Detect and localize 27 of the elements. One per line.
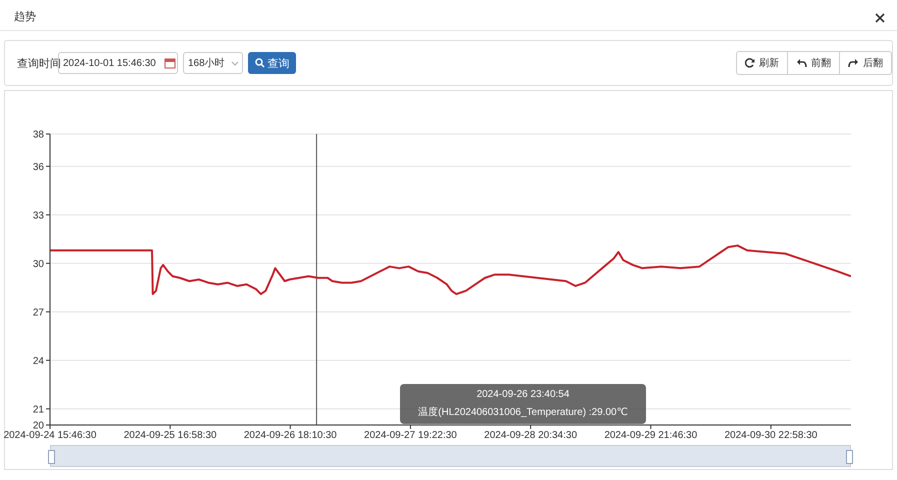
x-tick-label: 2024-09-30 22:58:30 [724,430,818,442]
y-tick-label: 20 [32,420,44,432]
x-tick-label: 2024-09-27 19:22:30 [364,430,458,442]
y-tick-label: 33 [32,210,44,222]
text: 2024-10-01 15:46:30 [63,58,156,68]
text: 刷新 [759,56,779,70]
y-tick-label: 38 [32,130,44,141]
text: 168小时 [183,52,243,74]
x-tick-label: 2024-09-28 20:34:30 [484,430,578,442]
x-tick-label: 2024-09-26 18:10:30 [244,430,338,442]
x-tick-label: 2024-09-29 21:46:30 [604,430,698,442]
line-series [50,244,851,296]
annotation: 温度(HL202406031006_Temperature) :29.00℃ [417,406,629,420]
text: 查询 [268,56,290,70]
y-tick-label: 36 [32,162,44,173]
text: 查询时间 [17,57,61,71]
y-tick-label: 27 [32,307,44,318]
y-tick-label: 30 [32,258,44,270]
x-tick-label: 2024-09-25 16:58:30 [124,430,218,442]
chart-title: 趋势 [14,10,36,24]
text: 后翻 [863,56,883,70]
x-tick-label: 2024-09-24 15:46:30 [4,430,97,442]
y-tick-label: 24 [32,356,44,367]
annotation: 2024-09-26 23:40:54 [476,388,570,402]
tooltip-box: 2024-09-26 23:40:54 温度(HL202406031006_Temperature) :29.00℃ [400,384,646,424]
y-tick-label: 21 [32,404,44,416]
text: 前翻 [811,56,831,70]
